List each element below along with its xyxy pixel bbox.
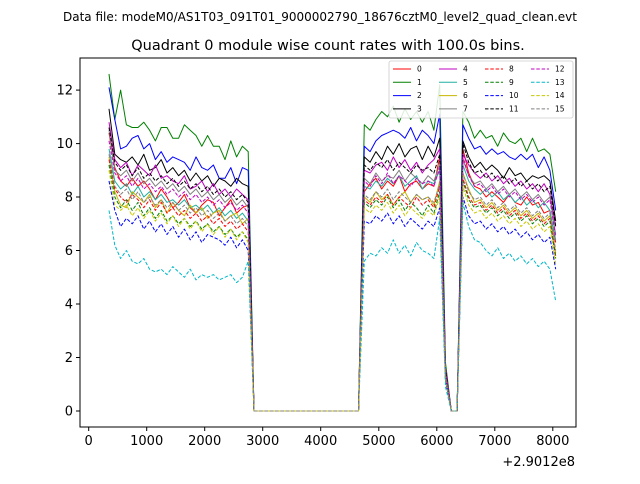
y-tick-label: 6 xyxy=(65,244,73,259)
axes-layer: 0 1000 2000 3000 4000 5000 6000 7000 8000 0 2 4 6 8 10… xyxy=(56,84,569,449)
series-line-15 xyxy=(108,154,557,412)
series-line-8 xyxy=(108,159,557,412)
y-tick-label: 0 xyxy=(65,405,73,420)
legend-label-6: 6 xyxy=(463,91,468,100)
legend-label-5: 5 xyxy=(463,78,468,87)
x-offset-label: +2.9012e8 xyxy=(502,455,575,470)
x-tick-label: 2000 xyxy=(188,434,221,449)
x-tick-label: 0 xyxy=(85,434,93,449)
legend-label-4: 4 xyxy=(463,65,468,74)
legend-label-15: 15 xyxy=(555,104,565,113)
x-tick-label: 6000 xyxy=(420,434,453,449)
legend-label-12: 12 xyxy=(555,65,565,74)
x-tick-label: 5000 xyxy=(362,434,395,449)
legend-label-7: 7 xyxy=(463,104,468,113)
y-tick-label: 10 xyxy=(56,137,73,152)
series-line-14 xyxy=(108,170,557,412)
series-line-11 xyxy=(108,127,557,412)
plot-frame xyxy=(79,57,577,428)
y-tick-label: 12 xyxy=(56,84,73,99)
x-tick-label: 7000 xyxy=(478,434,511,449)
legend-label-9: 9 xyxy=(509,78,514,87)
legend-frame xyxy=(388,60,574,119)
file-suptitle: Data file: modeM0/AS1T03_091T01_90000027… xyxy=(63,10,577,24)
x-tick-label: 8000 xyxy=(536,434,569,449)
legend-label-1: 1 xyxy=(417,78,422,87)
legend-label-14: 14 xyxy=(555,91,565,100)
y-tick-label: 2 xyxy=(65,351,73,366)
chart-title: Quadrant 0 module wise count rates with … xyxy=(131,38,525,54)
x-tick-label: 1000 xyxy=(130,434,163,449)
legend-label-3: 3 xyxy=(417,104,422,113)
legend-label-11: 11 xyxy=(509,104,519,113)
series-line-10 xyxy=(108,180,557,412)
legend-label-13: 13 xyxy=(555,78,565,87)
series-line-13 xyxy=(108,201,557,412)
y-tick-label: 4 xyxy=(65,298,73,313)
legend-label-2: 2 xyxy=(417,91,422,100)
x-tick-label: 3000 xyxy=(246,434,279,449)
legend-label-10: 10 xyxy=(509,91,519,100)
legend-label-0: 0 xyxy=(417,65,422,74)
legend-label-8: 8 xyxy=(509,65,514,74)
x-tick-label: 4000 xyxy=(304,434,337,449)
series-layer xyxy=(108,73,557,412)
y-tick-label: 8 xyxy=(65,191,73,206)
